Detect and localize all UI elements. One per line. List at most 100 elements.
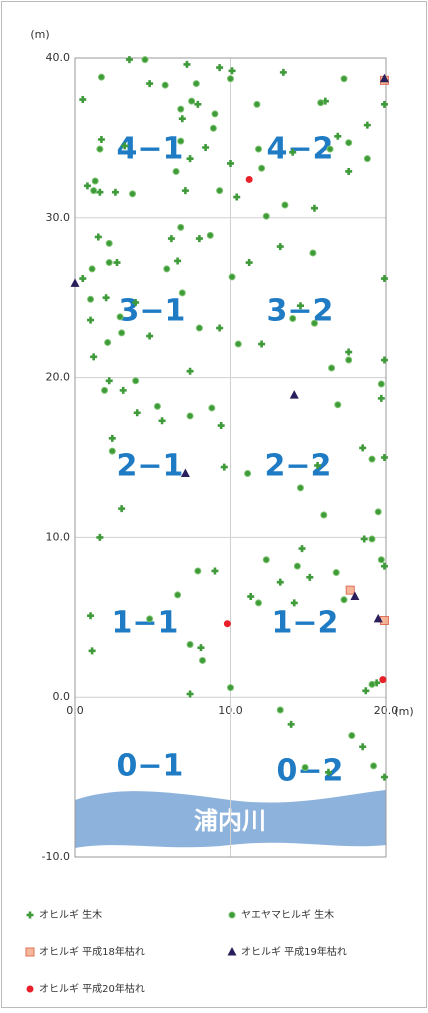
- point: [348, 732, 356, 740]
- point: [253, 100, 261, 108]
- point: [113, 259, 121, 267]
- legend-marker: [26, 985, 34, 993]
- region-label: 1−2: [272, 606, 339, 641]
- point: [111, 188, 119, 196]
- x-axis-label: (m): [394, 705, 413, 718]
- point: [192, 80, 200, 88]
- point: [359, 743, 367, 751]
- point: [377, 556, 385, 564]
- region-label: 0−1: [117, 749, 184, 784]
- point: [370, 762, 378, 770]
- point: [91, 177, 99, 185]
- y-tick-label: 20.0: [46, 371, 71, 384]
- point: [104, 338, 112, 346]
- point: [320, 511, 328, 519]
- point: [296, 302, 304, 310]
- point: [228, 67, 236, 75]
- point: [262, 212, 270, 220]
- point: [188, 97, 196, 105]
- point: [368, 680, 376, 688]
- point: [206, 231, 214, 239]
- point: [167, 235, 175, 243]
- point: [276, 243, 284, 251]
- point: [133, 409, 141, 417]
- point: [326, 145, 334, 153]
- point: [258, 340, 266, 348]
- point: [276, 578, 284, 586]
- point: [178, 115, 186, 123]
- point: [301, 764, 309, 772]
- y-tick-label: 10.0: [46, 530, 71, 543]
- point: [108, 434, 116, 442]
- point: [88, 265, 96, 273]
- point: [108, 447, 116, 455]
- point: [276, 706, 284, 714]
- point: [360, 535, 368, 543]
- point: [293, 562, 301, 570]
- region-label: 2−2: [265, 449, 332, 484]
- point: [195, 324, 203, 332]
- point: [118, 329, 126, 337]
- point: [380, 356, 388, 364]
- point: [287, 720, 295, 728]
- point: [125, 56, 133, 64]
- point: [88, 647, 96, 655]
- point: [314, 461, 322, 469]
- point: [94, 233, 102, 241]
- point: [380, 275, 388, 283]
- point: [186, 690, 194, 698]
- point: [161, 81, 169, 89]
- region-label: 1−1: [112, 606, 179, 641]
- y-tick-label: 40.0: [46, 51, 71, 64]
- point: [158, 417, 166, 425]
- point: [377, 380, 385, 388]
- point: [79, 96, 87, 104]
- point: [141, 56, 149, 64]
- point: [234, 340, 242, 348]
- point: [146, 615, 154, 623]
- legend-label: オヒルギ 平成20年枯れ: [39, 982, 145, 995]
- point: [340, 596, 348, 604]
- point: [279, 68, 287, 76]
- point: [373, 613, 383, 623]
- region-label: 0−2: [277, 754, 344, 789]
- y-axis-label: (m): [30, 28, 49, 41]
- region-label: 3−2: [267, 294, 334, 329]
- point: [96, 188, 104, 196]
- point: [359, 444, 367, 452]
- point: [118, 505, 126, 513]
- legend-marker: [227, 947, 237, 956]
- region-label: 4−1: [117, 132, 184, 167]
- point: [87, 316, 95, 324]
- point: [79, 275, 87, 283]
- point: [363, 155, 371, 163]
- point: [211, 567, 219, 575]
- point: [119, 386, 127, 394]
- point: [96, 533, 104, 541]
- point: [105, 377, 113, 385]
- point: [194, 100, 202, 108]
- point: [202, 143, 210, 151]
- point: [245, 175, 253, 183]
- point: [254, 599, 262, 607]
- point: [208, 404, 216, 412]
- point: [183, 60, 191, 68]
- point: [227, 75, 234, 83]
- point: [334, 132, 342, 140]
- point: [217, 422, 225, 430]
- y-tick-label: -10.0: [42, 850, 70, 863]
- point: [90, 187, 98, 195]
- point: [379, 73, 389, 83]
- point: [146, 332, 154, 340]
- point: [195, 235, 203, 243]
- point: [245, 259, 253, 267]
- point: [163, 265, 171, 273]
- point: [345, 585, 355, 595]
- point: [227, 159, 234, 167]
- point: [306, 573, 314, 581]
- point: [258, 164, 266, 172]
- point: [102, 294, 110, 302]
- region-label: 2−1: [117, 449, 184, 484]
- point: [328, 364, 336, 372]
